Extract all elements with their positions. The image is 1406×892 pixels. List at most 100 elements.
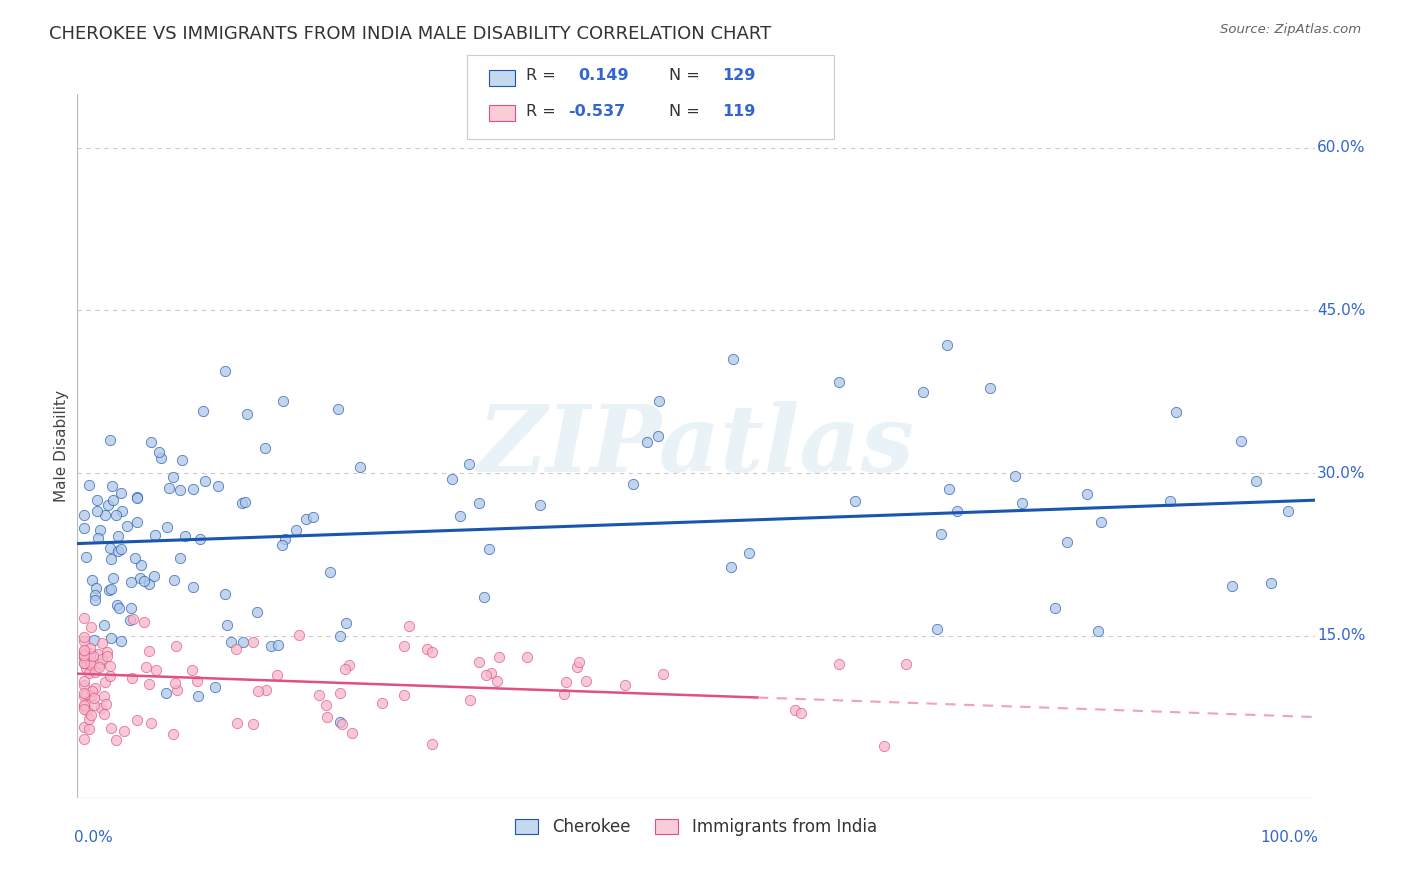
Point (80, 684, 103, 698)
Point (125, 490, 148, 504)
Point (72, 731, 94, 746)
Point (191, 403, 214, 417)
Point (72, 642, 94, 657)
Point (93, 689, 115, 703)
Point (267, 638, 290, 652)
Point (110, 541, 132, 556)
Point (938, 482, 960, 496)
Point (96, 645, 118, 659)
Text: 15.0%: 15.0% (1317, 628, 1365, 643)
Point (75, 650, 97, 665)
Point (98, 658, 121, 673)
Point (91, 636, 114, 650)
Point (72, 631, 94, 645)
Point (329, 715, 352, 730)
Point (94, 674, 117, 689)
Point (946, 504, 969, 518)
Point (174, 529, 197, 543)
Point (651, 667, 673, 681)
Point (79, 640, 101, 655)
Point (76, 703, 98, 717)
Point (100, 551, 122, 566)
Point (121, 671, 143, 685)
Point (288, 628, 311, 642)
Point (120, 601, 142, 615)
Point (100, 631, 122, 645)
Point (485, 673, 508, 688)
Point (1004, 469, 1026, 483)
Point (398, 618, 420, 632)
Point (72, 650, 94, 665)
Point (242, 634, 264, 648)
Point (294, 512, 316, 526)
Point (155, 685, 177, 699)
Point (105, 599, 128, 613)
Point (472, 590, 495, 604)
Point (105, 508, 128, 522)
Point (91, 652, 114, 666)
Point (565, 660, 588, 674)
Point (340, 726, 363, 740)
Point (516, 650, 538, 665)
Point (371, 696, 394, 710)
Point (87, 532, 110, 546)
Point (107, 543, 129, 558)
Point (72, 646, 94, 660)
Point (479, 665, 502, 680)
Point (75, 661, 97, 675)
Point (138, 644, 160, 658)
Point (790, 706, 813, 720)
Point (420, 645, 443, 659)
Point (166, 682, 188, 697)
Point (115, 519, 138, 533)
Point (219, 635, 242, 649)
Point (330, 716, 353, 731)
Text: Source: ZipAtlas.com: Source: ZipAtlas.com (1220, 23, 1361, 37)
Point (475, 668, 498, 682)
Point (873, 739, 896, 754)
Point (100, 721, 122, 735)
Point (186, 689, 208, 703)
Point (614, 678, 637, 692)
Point (1043, 601, 1066, 615)
Point (75, 656, 97, 670)
Point (139, 434, 162, 449)
Point (72, 521, 94, 535)
Point (979, 381, 1001, 395)
Point (844, 493, 866, 508)
Point (89, 657, 111, 672)
Point (80, 707, 103, 722)
Point (79, 656, 101, 670)
Point (72, 701, 94, 715)
Point (80, 657, 103, 672)
Point (72, 650, 94, 665)
Point (1159, 493, 1181, 508)
Point (648, 393, 671, 408)
Point (72, 698, 94, 713)
Point (190, 532, 212, 546)
Point (83, 690, 105, 705)
Point (100, 582, 122, 596)
Point (181, 580, 204, 594)
Point (529, 498, 551, 512)
Point (101, 479, 124, 493)
Point (124, 550, 146, 565)
Point (927, 623, 949, 637)
Point (165, 640, 187, 654)
Point (79, 655, 101, 669)
Point (148, 445, 170, 459)
Point (72, 686, 94, 700)
Text: 129: 129 (723, 69, 756, 83)
Point (246, 684, 269, 698)
Point (96, 698, 118, 712)
Point (93, 508, 115, 522)
Point (157, 481, 180, 495)
Point (72, 656, 94, 670)
Point (274, 533, 297, 547)
Point (143, 568, 166, 582)
Point (568, 655, 591, 669)
Point (97, 498, 120, 512)
Point (149, 450, 172, 465)
Point (302, 510, 325, 524)
Point (83, 665, 105, 679)
